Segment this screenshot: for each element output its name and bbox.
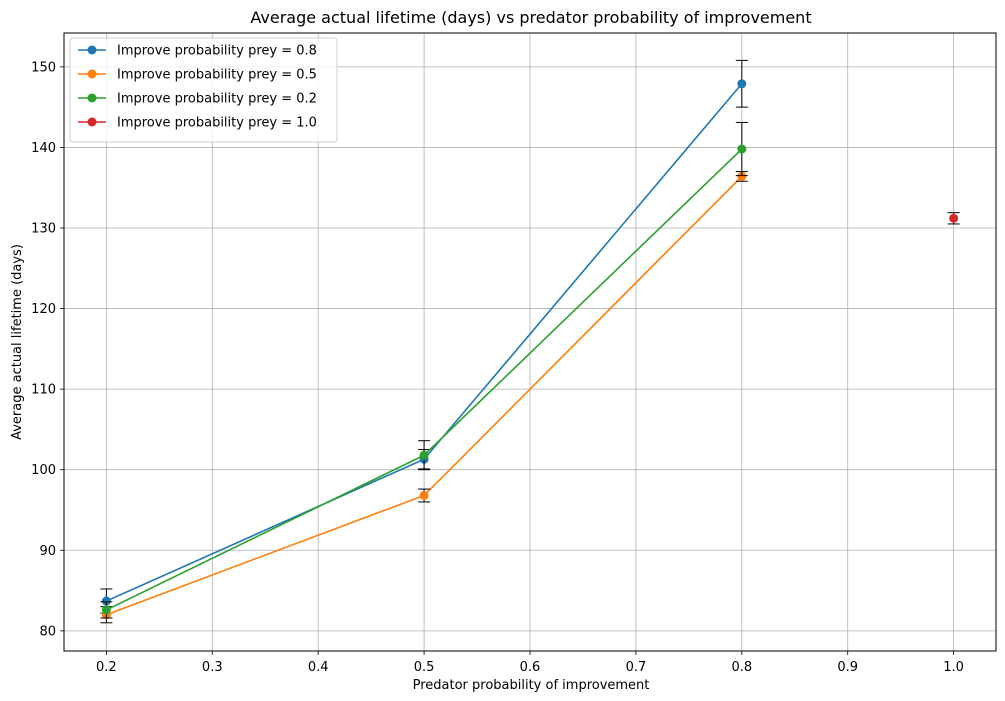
x-tick-label: 0.2 — [96, 660, 117, 675]
legend-marker — [87, 45, 97, 55]
series-layer — [100, 59, 960, 624]
x-tick-label: 0.4 — [308, 660, 329, 675]
data-point — [101, 596, 111, 606]
legend-item: Improve probability prey = 0.2 — [78, 92, 317, 107]
y-axis-label: Average actual lifetime (days) — [10, 244, 25, 440]
y-tick-label: 120 — [31, 302, 56, 317]
chart-title: Average actual lifetime (days) vs predat… — [250, 8, 811, 27]
data-point — [737, 79, 747, 89]
data-point — [419, 490, 429, 500]
legend: Improve probability prey = 0.8 Improve pr… — [69, 37, 338, 143]
y-tick-label: 150 — [31, 60, 56, 75]
data-point — [419, 450, 429, 460]
series-3 — [947, 212, 960, 225]
x-tick-label: 0.9 — [837, 660, 858, 675]
legend-label: Improve probability prey = 1.0 — [117, 116, 317, 131]
legend-label: Improve probability prey = 0.8 — [117, 44, 317, 59]
y-axis-ticks: 80 90 100 110 120 130 140 150 — [31, 60, 64, 639]
y-tick-label: 80 — [39, 624, 56, 639]
y-tick-label: 90 — [39, 544, 56, 559]
legend-marker — [87, 69, 97, 79]
y-tick-label: 100 — [31, 463, 56, 478]
x-axis-ticks: 0.2 0.3 0.4 0.5 0.6 0.7 0.8 0.9 1.0 — [96, 651, 964, 675]
y-tick-label: 130 — [31, 221, 56, 236]
legend-item: Improve probability prey = 0.5 — [78, 68, 317, 83]
y-tick-label: 110 — [31, 383, 56, 398]
data-point — [737, 144, 747, 154]
data-point — [737, 171, 747, 181]
legend-item: Improve probability prey = 0.8 — [78, 44, 317, 59]
data-point — [949, 213, 959, 223]
x-tick-label: 0.3 — [202, 660, 223, 675]
legend-box — [69, 37, 338, 143]
x-tick-label: 0.7 — [626, 660, 647, 675]
x-axis-label: Predator probability of improvement — [413, 678, 650, 693]
x-tick-label: 1.0 — [943, 660, 964, 675]
legend-marker — [87, 93, 97, 103]
series-2 — [100, 121, 748, 619]
x-tick-label: 0.8 — [731, 660, 752, 675]
data-point — [101, 605, 111, 615]
legend-marker — [87, 117, 97, 127]
y-tick-label: 140 — [31, 141, 56, 156]
legend-item: Improve probability prey = 1.0 — [78, 116, 317, 131]
legend-label: Improve probability prey = 0.2 — [117, 92, 317, 107]
legend-label: Improve probability prey = 0.5 — [117, 68, 317, 83]
x-tick-label: 0.5 — [414, 660, 435, 675]
plot-frame — [63, 32, 997, 652]
x-tick-label: 0.6 — [520, 660, 541, 675]
